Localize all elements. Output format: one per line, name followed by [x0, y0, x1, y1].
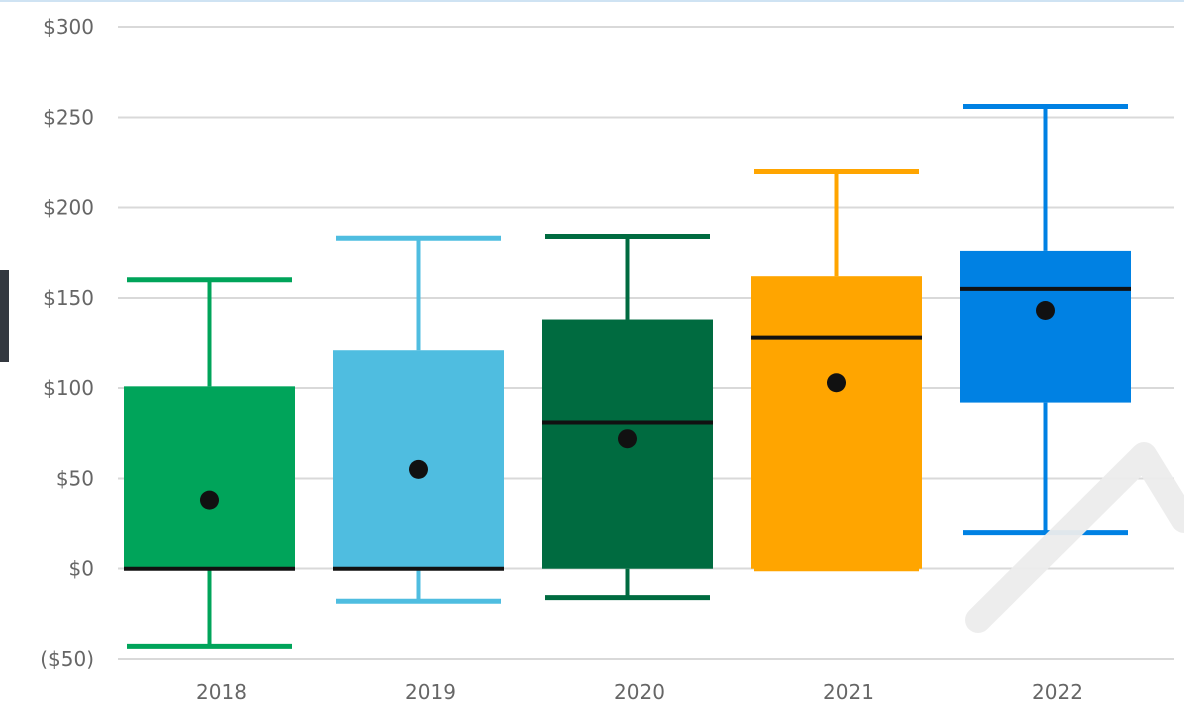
- x-tick-label: 2022: [1032, 680, 1083, 704]
- y-tick-label: $0: [69, 557, 94, 581]
- box-2021: [751, 276, 922, 569]
- x-tick-label: 2019: [405, 680, 456, 704]
- left-edge-bar: [0, 270, 9, 362]
- y-tick-label: $300: [43, 15, 94, 39]
- y-tick-label: $100: [43, 376, 94, 400]
- y-tick-label: $150: [43, 286, 94, 310]
- box-2022: [960, 250, 1131, 403]
- watermark-shape: [965, 442, 1184, 633]
- mean-marker: [1036, 300, 1055, 320]
- box-2019: [333, 350, 504, 569]
- box-2018: [124, 386, 295, 569]
- y-tick-label: $250: [43, 105, 94, 129]
- mean-marker: [618, 429, 637, 449]
- x-tick-label: 2020: [614, 680, 665, 704]
- y-tick-label: $50: [56, 466, 94, 490]
- x-tick-label: 2021: [823, 680, 874, 704]
- mean-marker: [409, 459, 428, 479]
- y-tick-label: $200: [43, 196, 94, 220]
- x-tick-label: 2018: [196, 680, 247, 704]
- mean-marker: [827, 373, 846, 393]
- mean-marker: [200, 490, 219, 510]
- y-tick-label: ($50): [40, 647, 94, 671]
